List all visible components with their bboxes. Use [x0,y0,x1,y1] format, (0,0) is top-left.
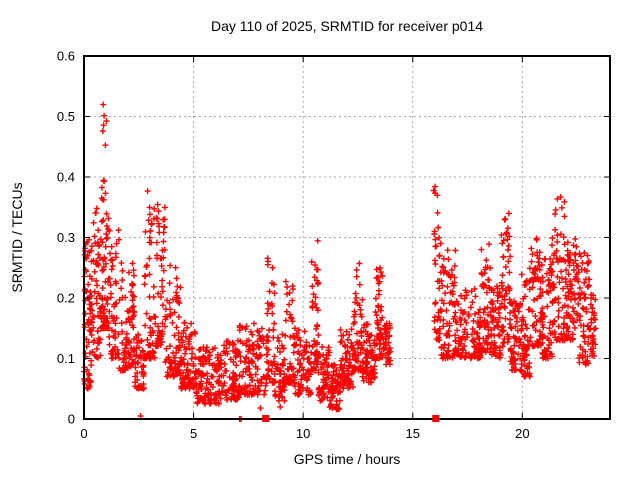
chart-title: Day 110 of 2025, SRMTID for receiver p01… [211,18,483,34]
y-tick-label: 0 [68,412,75,427]
x-tick-labels: 0 5 10 15 20 [80,426,529,441]
grid-lines [84,56,610,419]
y-tick-label: 0.6 [57,49,75,64]
x-tick-label: 5 [190,426,197,441]
zero-flag-markers [262,415,440,422]
y-tick-label: 0.2 [57,291,75,306]
x-tick-label: 10 [296,426,310,441]
x-tick-label: 0 [80,426,87,441]
y-tick-label: 0.1 [57,351,75,366]
y-tick-label: 0.3 [57,230,75,245]
y-axis-label: SRMTID / TECUs [9,182,25,292]
x-axis-label: GPS time / hours [294,451,401,467]
x-tick-label: 20 [515,426,529,441]
y-tick-label: 0.5 [57,109,75,124]
x-tick-label: 15 [406,426,420,441]
y-tick-labels: 0 0.1 0.2 0.3 0.4 0.5 0.6 [57,49,75,427]
y-tick-label: 0.4 [57,170,75,185]
axes-and-ticks [83,55,611,420]
